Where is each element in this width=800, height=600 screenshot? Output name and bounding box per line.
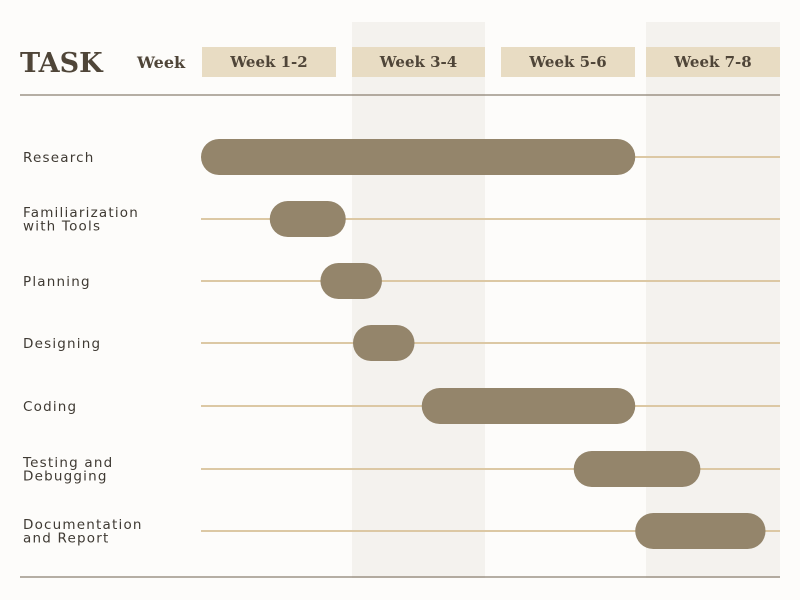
task-label: Documentation	[23, 517, 143, 533]
task-bar	[352, 325, 415, 361]
task-label: Familiarization	[23, 205, 139, 221]
task-label: Testing and	[22, 455, 113, 471]
column-shade-week-3-4	[352, 22, 485, 578]
column-header-cell	[501, 47, 635, 77]
task-title: TASK	[20, 48, 104, 79]
task-bar	[269, 201, 346, 237]
column-headers: Week 1-2 Week 3-4 Week 5-6 Week 7-8	[202, 47, 780, 77]
task-row: Research	[23, 139, 780, 175]
task-label: Planning	[23, 274, 91, 290]
column-header-cell	[352, 47, 485, 77]
task-row: Planning	[23, 263, 780, 299]
task-bar	[573, 451, 701, 487]
column-header-label: Week 1-2	[229, 53, 307, 71]
column-header-cell	[646, 47, 780, 77]
task-row: Designing	[23, 325, 780, 361]
task-label: Research	[23, 150, 95, 166]
column-header-label: Week 3-4	[379, 53, 457, 71]
task-label: Coding	[23, 399, 77, 415]
column-shade-week-7-8	[646, 22, 780, 578]
week-label: Week	[136, 53, 186, 72]
task-row: Coding	[23, 388, 780, 424]
task-bar	[421, 388, 636, 424]
task-bar	[320, 263, 382, 299]
task-label: Debugging	[23, 469, 108, 485]
task-bar	[201, 139, 636, 175]
task-label: Designing	[23, 336, 101, 352]
column-header-cell	[202, 47, 336, 77]
task-label: with Tools	[23, 219, 101, 235]
task-bar	[635, 513, 766, 549]
column-header-label: Week 5-6	[528, 53, 606, 71]
task-label: and Report	[23, 531, 109, 547]
column-header-label: Week 7-8	[673, 53, 751, 71]
